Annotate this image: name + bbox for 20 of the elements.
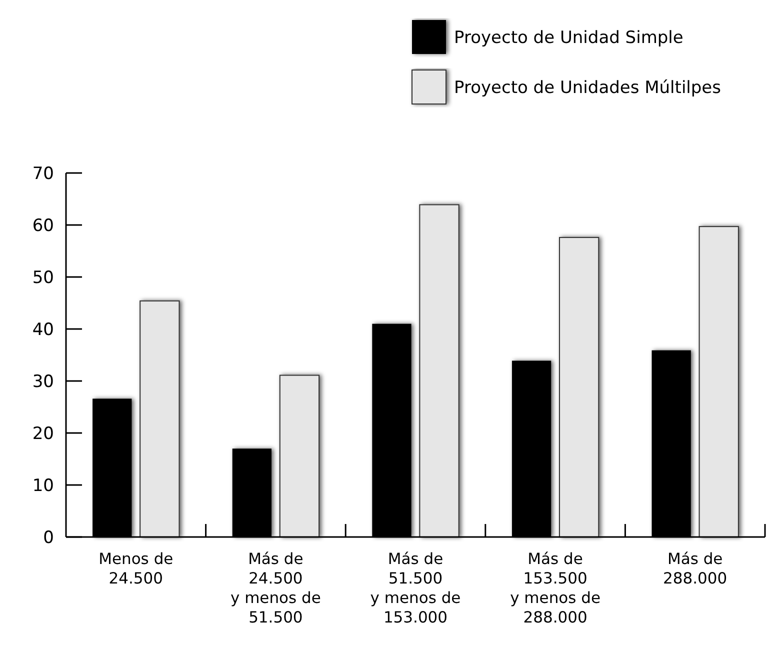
y-tick-label: 30 (32, 372, 54, 392)
y-tick-label: 20 (32, 424, 54, 444)
bar (419, 204, 460, 538)
y-tick-label: 40 (32, 320, 54, 340)
x-tick-label: Más de 288.000 (663, 550, 728, 588)
y-tick-label: 10 (32, 476, 54, 496)
y-tick-label: 60 (32, 216, 54, 236)
bar (279, 374, 320, 538)
x-tick-label: Más de 51.500 y menos de 153.000 (370, 550, 461, 626)
bar (558, 236, 600, 538)
x-tick-label: Menos de 24.500 (98, 550, 174, 588)
x-tick-label: Más de 24.500 y menos de 51.500 (230, 550, 321, 626)
bar (698, 226, 739, 538)
y-tick-label: 0 (43, 528, 54, 548)
legend-label: Proyecto de Unidades Múltilpes (454, 78, 722, 98)
y-tick-label: 50 (32, 268, 54, 288)
bar (140, 300, 180, 538)
y-tick-label: 70 (32, 164, 54, 184)
x-tick-label: Más de 153.500 y menos de 288.000 (510, 550, 601, 626)
legend-label: Proyecto de Unidad Simple (454, 28, 684, 48)
